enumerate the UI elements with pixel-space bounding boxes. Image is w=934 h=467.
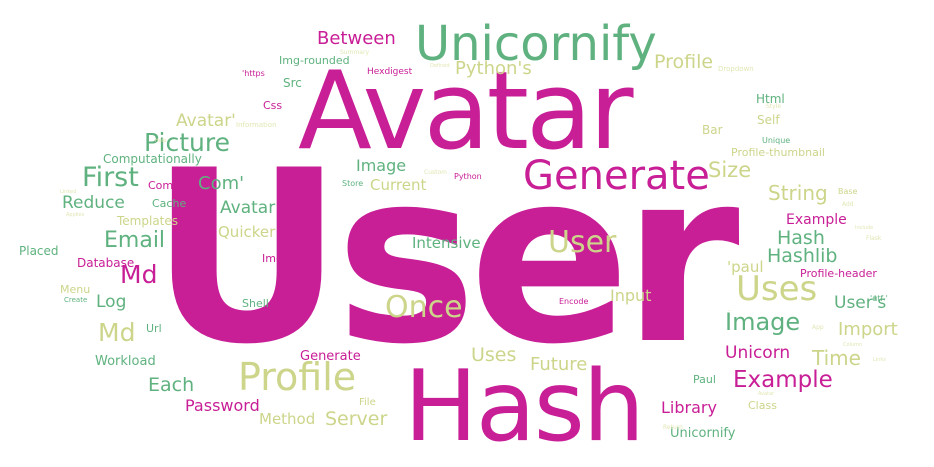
word-between: Between xyxy=(317,28,396,49)
word-image-3: Image xyxy=(728,311,732,312)
word-com-quote: Com' xyxy=(198,173,245,194)
word-example-2: Example xyxy=(786,212,847,228)
word-linked: Linked xyxy=(60,189,77,195)
word-email: Email xyxy=(104,228,166,253)
word-information: Information xyxy=(236,121,277,129)
word-add: Add xyxy=(842,201,854,208)
word-include: Include xyxy=(855,225,874,231)
word-log: Log xyxy=(96,292,127,312)
word-placed: Placed xyxy=(19,244,59,258)
word-com: Com xyxy=(148,179,174,192)
word-app: App xyxy=(812,324,824,331)
word-links: Links xyxy=(873,357,886,363)
word-src: Src xyxy=(283,76,302,90)
word-hash-2: Hash xyxy=(777,227,825,249)
word-users: User's xyxy=(834,293,887,313)
word-css: Css xyxy=(263,99,283,112)
word-string: String xyxy=(768,181,828,205)
word-current: Current xyxy=(370,176,427,194)
word-html: Html xyxy=(756,92,785,106)
word-menu: Menu xyxy=(60,283,91,296)
word-import: Import xyxy=(838,319,898,340)
word-generate: Generate xyxy=(523,153,710,199)
word-self: Self xyxy=(757,113,780,127)
word-input: Input xyxy=(610,286,652,305)
word-unique: Unique xyxy=(762,136,791,145)
word-create: Create xyxy=(64,296,88,304)
word-cache: Cache xyxy=(152,197,187,210)
word-https: 'https xyxy=(242,69,265,78)
word-dropdown: Dropdown xyxy=(718,65,754,73)
word-summary: Summary xyxy=(340,49,369,56)
word-file: File xyxy=(359,397,376,408)
word-uses-2: Uses xyxy=(471,344,517,366)
word-img-rounded: Img-rounded xyxy=(279,54,350,67)
word-paul: Paul xyxy=(693,373,716,386)
word-intensive: Intensive xyxy=(412,234,481,252)
word-avatar-quote: Avatar' xyxy=(176,111,236,131)
word-custom: Custom xyxy=(424,169,447,176)
word-computationally: Computationally xyxy=(103,152,202,166)
word-user-2: User xyxy=(548,225,617,260)
word-first: First xyxy=(82,162,139,193)
word-bar: Bar xyxy=(702,123,723,137)
word-class: Class xyxy=(748,399,777,412)
word-time: Time xyxy=(812,346,861,370)
word-picture: Picture xyxy=(144,128,230,157)
word-help: Help xyxy=(155,138,167,144)
word-reduce: Reduce xyxy=(62,193,125,213)
word-server: Server xyxy=(325,408,388,430)
word-column: Column xyxy=(843,342,863,348)
word-image-2: Image xyxy=(356,156,407,175)
word-base: Base xyxy=(838,187,858,196)
word-unicornify-2: Unicornify xyxy=(670,426,736,441)
word-hexdigest: Hexdigest xyxy=(367,67,413,77)
word-size: Size xyxy=(708,158,752,182)
word-defined: Defined xyxy=(430,63,450,69)
word-applies: Applies xyxy=(66,212,85,218)
word-pythons: Python's xyxy=(455,58,532,79)
word-url: Url xyxy=(146,322,162,335)
word-md-2: Md xyxy=(98,318,136,347)
word-paul-quote: 'paul xyxy=(727,258,764,276)
word-hashlib: Hashlib xyxy=(767,245,838,267)
word-hash-large: Hash xyxy=(404,350,645,464)
word-uses-1: Uses xyxy=(736,269,818,309)
word-store: Store xyxy=(342,179,364,188)
word-style: Style xyxy=(766,103,782,110)
word-image-1: Image xyxy=(725,308,801,336)
word-unicorn: Unicorn xyxy=(725,343,791,363)
word-encode: Encode xyxy=(559,297,589,306)
word-utf: 'utf-' xyxy=(870,294,888,303)
word-avatar-3: Avatar xyxy=(220,198,276,218)
word-password: Password xyxy=(185,396,260,415)
word-profile-thumbnail: Profile-thumbnail xyxy=(731,146,825,159)
word-avatar-large: Avatar xyxy=(298,49,634,174)
word-generate-2: Generate xyxy=(300,349,361,364)
word-user: User xyxy=(150,120,740,397)
word-profile-header: Profile-header xyxy=(800,267,877,280)
word-flask: Flask xyxy=(866,235,882,242)
word-workload: Workload xyxy=(95,354,156,369)
word-future: Future xyxy=(530,354,588,375)
word-avatar-small: Avatar xyxy=(758,391,775,397)
word-database: Database xyxy=(77,256,135,270)
word-example-1: Example xyxy=(733,367,833,393)
word-method: Method xyxy=(259,410,316,428)
word-templates: Templates xyxy=(117,214,179,228)
word-python: Python xyxy=(454,172,482,181)
word-unicornify-large: Unicornify xyxy=(415,16,657,72)
word-profile-2: Profile xyxy=(654,51,714,73)
word-each: Each xyxy=(148,374,195,396)
word-shell: Shell xyxy=(242,297,269,310)
word-img: Img xyxy=(262,252,283,265)
word-quicker: Quicker xyxy=(218,223,276,241)
word-library: Library xyxy=(661,398,717,417)
word-return: Return xyxy=(663,424,683,431)
word-once: Once xyxy=(385,290,463,325)
word-profile-large: Profile xyxy=(238,355,357,399)
word-md-1: Md xyxy=(120,260,158,289)
